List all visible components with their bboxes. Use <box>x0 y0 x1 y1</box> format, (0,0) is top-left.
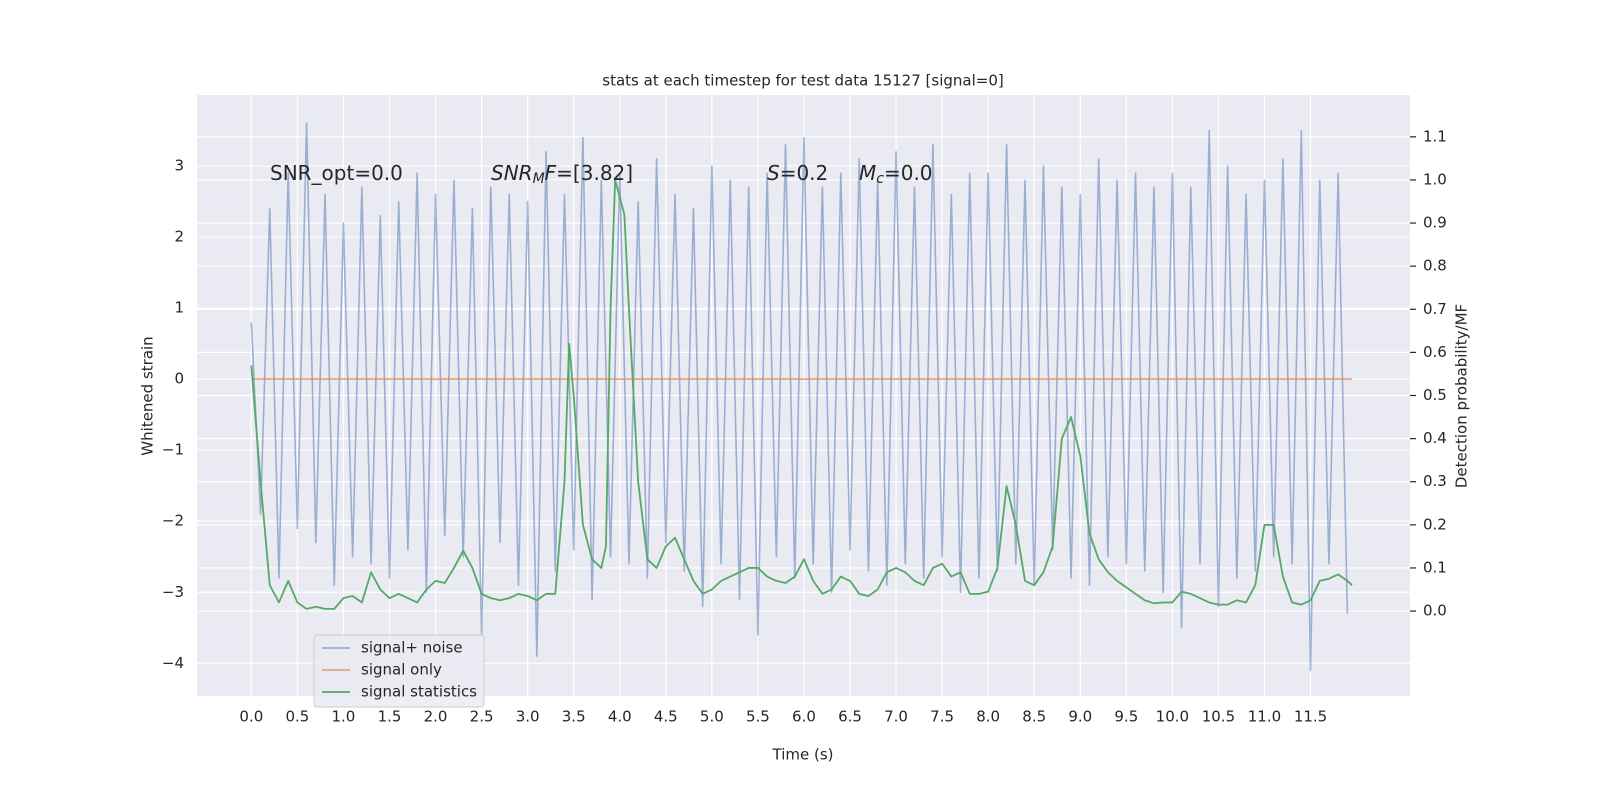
x-tick-label: 2.0 <box>424 708 448 726</box>
y2-tick-label: 0.6 <box>1423 343 1447 361</box>
annotation-part: F <box>545 161 557 185</box>
y2-tick-label: 0.9 <box>1423 214 1447 232</box>
annotation-part: =0.0 <box>884 161 933 185</box>
y2-axis-label: Detection probability/MF <box>1453 304 1471 488</box>
chart-title: stats at each timestep for test data 151… <box>602 72 1003 90</box>
annotation-part: =0.2 <box>780 161 829 185</box>
y-tick-label: −2 <box>162 512 184 530</box>
x-tick-label: 1.0 <box>332 708 356 726</box>
x-tick-label: 10.5 <box>1202 708 1235 726</box>
annotation-part: S <box>767 161 780 185</box>
series-line <box>250 179 1353 610</box>
y2-tick-label: 0.8 <box>1423 257 1447 275</box>
y2-tick-label: 0.2 <box>1423 515 1447 533</box>
x-tick-label: 5.5 <box>746 708 770 726</box>
x-tick-label: 5.0 <box>700 708 724 726</box>
x-tick-label: 8.0 <box>976 708 1000 726</box>
x-tick-label: 10.0 <box>1156 708 1189 726</box>
y-tick-label: 2 <box>174 228 184 246</box>
x-tick-label: 8.5 <box>1022 708 1046 726</box>
annotation-part: =[3.82] <box>556 161 633 185</box>
x-tick-label: 6.5 <box>838 708 862 726</box>
labels: −4 −3 −2 −1 0 1 2 3 0.0 0.1 0.2 0.3 0.4 0.5 0.6 0.7 0.8 0… <box>162 127 1447 725</box>
annotation: SNR_opt=0.0 <box>270 161 403 185</box>
legend-label: signal statistics <box>361 683 477 701</box>
annotation-part: SNR_opt=0.0 <box>270 161 403 185</box>
annotation-part: SNR <box>491 161 533 185</box>
y-tick-label: 0 <box>174 370 184 388</box>
annotation-part: M <box>859 161 876 185</box>
x-tick-label: 1.5 <box>378 708 402 726</box>
x-tick-label: 0.0 <box>239 708 263 726</box>
x-tick-label: 6.0 <box>792 708 816 726</box>
legend-label: signal+ noise <box>361 639 463 657</box>
annotation-part: M <box>533 171 545 187</box>
y-tick-label: −1 <box>162 441 184 459</box>
y2-tick-label: 1.1 <box>1423 127 1447 145</box>
x-axis-label: Time (s) <box>772 746 834 764</box>
x-tick-label: 11.5 <box>1294 708 1327 726</box>
x-tick-label: 2.5 <box>470 708 494 726</box>
x-tick-label: 7.5 <box>930 708 954 726</box>
y2-tick-label: 0.5 <box>1423 386 1447 404</box>
x-tick-label: 4.5 <box>654 708 678 726</box>
y2-tick-label: 1.0 <box>1423 170 1447 188</box>
annotation: Mc=0.0 <box>859 161 933 188</box>
x-tick-label: 11.0 <box>1248 708 1281 726</box>
y2-tick-label: 0.3 <box>1423 472 1447 490</box>
y-tick-label: −3 <box>162 583 184 601</box>
x-tick-label: 3.5 <box>562 708 586 726</box>
legend-label: signal only <box>361 661 442 679</box>
y2-tick-label: 0.4 <box>1423 429 1447 447</box>
x-tick-label: 9.0 <box>1068 708 1092 726</box>
marks <box>250 122 1353 672</box>
x-tick-label: 9.5 <box>1114 708 1138 726</box>
series-line <box>250 122 1349 672</box>
annotation: SNRMF=[3.82] <box>491 161 633 188</box>
x-tick-label: 4.0 <box>608 708 632 726</box>
grid <box>197 95 1410 696</box>
y-tick-label: −4 <box>162 654 184 672</box>
y-tick-label: 1 <box>174 299 184 317</box>
x-tick-label: 7.0 <box>884 708 908 726</box>
x-tick-label: 3.0 <box>516 708 540 726</box>
y2-tick-label: 0.0 <box>1423 602 1447 620</box>
y2-tick-label: 0.1 <box>1423 558 1447 576</box>
annotation: S=0.2 <box>767 161 828 185</box>
y-tick-label: 3 <box>174 157 184 175</box>
annotation-part: c <box>876 171 884 187</box>
y-axis-label: Whitened strain <box>139 336 157 455</box>
x-tick-label: 0.5 <box>285 708 309 726</box>
legend-box <box>313 634 485 708</box>
legend: signal+ noise signal only signal statistic… <box>313 634 485 708</box>
y2-tick-label: 0.7 <box>1423 300 1447 318</box>
